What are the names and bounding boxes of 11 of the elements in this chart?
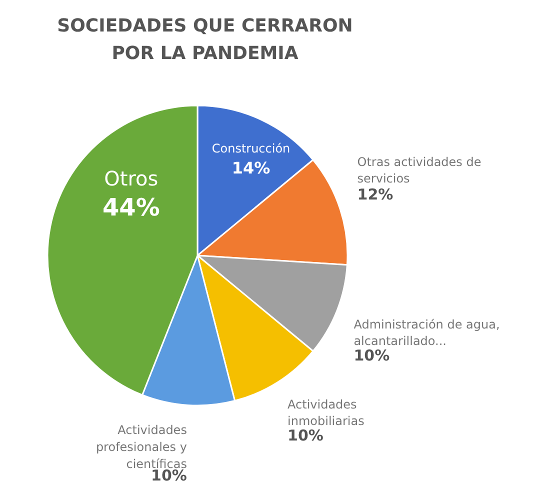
data-label: 10%: [288, 426, 324, 444]
slice-label: Otras actividades de servicios: [357, 154, 482, 186]
slice-label: Actividades inmobiliarias: [288, 397, 364, 428]
slice-label: Construcción: [212, 141, 290, 156]
data-label: 14%: [232, 158, 270, 178]
data-label: 44%: [102, 193, 160, 222]
data-label: 12%: [357, 186, 394, 204]
chart-title: SOCIEDADES QUE CERRARON POR LA PANDEMIA: [57, 16, 353, 64]
data-label: 10%: [354, 346, 390, 364]
slice-label: Administración de agua, alcantarillado...: [354, 317, 500, 348]
slice-label: Otros: [104, 166, 158, 190]
